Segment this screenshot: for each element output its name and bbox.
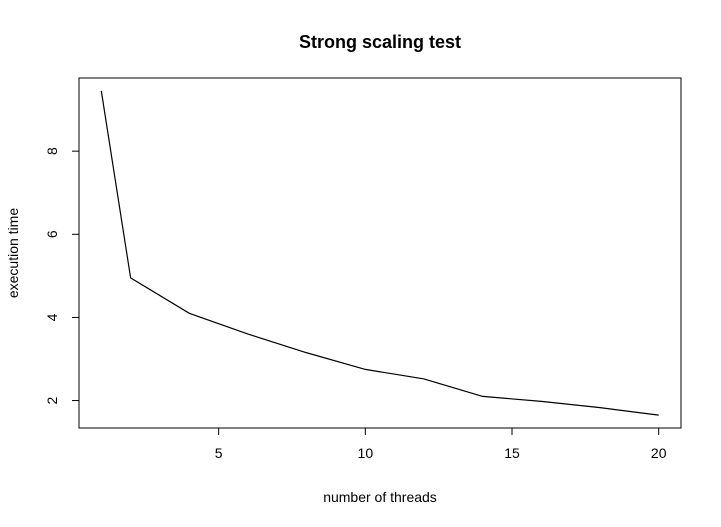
series-group <box>100 90 659 416</box>
y-tick-label: 4 <box>44 313 60 321</box>
y-tick-label: 6 <box>44 230 60 238</box>
plot-frame <box>78 77 682 429</box>
x-tick-label: 15 <box>504 445 520 461</box>
x-tick-label: 10 <box>358 445 374 461</box>
y-tick-label: 2 <box>44 396 60 404</box>
x-tick-label: 5 <box>215 445 223 461</box>
chart-title: Strong scaling test <box>299 32 461 52</box>
x-axis-label: number of threads <box>323 489 437 505</box>
x-axis: 5 10 15 20 <box>215 428 667 461</box>
series-line <box>100 90 659 416</box>
x-tick-label: 20 <box>651 445 667 461</box>
y-axis: 2 4 6 8 <box>44 147 79 404</box>
y-axis-label: execution time <box>5 208 21 298</box>
y-tick-label: 8 <box>44 147 60 155</box>
